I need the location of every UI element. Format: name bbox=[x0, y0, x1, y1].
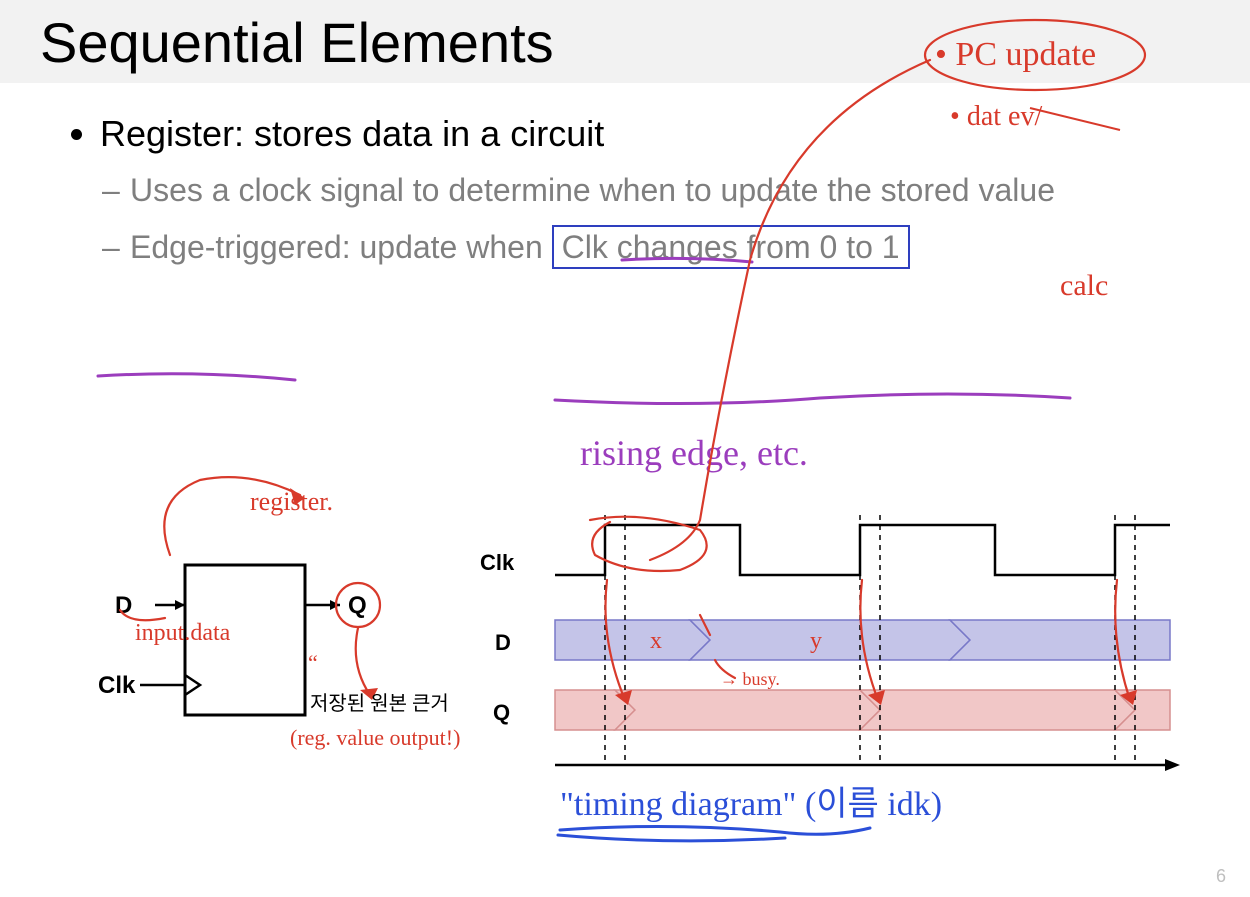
anno-calc: calc bbox=[1060, 269, 1108, 302]
anno-input-data: input.data bbox=[135, 620, 231, 646]
anno-reg-out: (reg. value output!) bbox=[290, 725, 460, 750]
svg-text:• PC update: • PC update bbox=[935, 36, 1096, 73]
anno-register: register. bbox=[250, 487, 333, 516]
anno-korean: 저장된 원본 큰거 bbox=[310, 692, 449, 715]
anno-busy: → busy. bbox=[720, 669, 780, 689]
anno-pc-update: PC update bbox=[955, 36, 1096, 73]
annotation-layer: rising edge, etc. • PC update • dat ev/ … bbox=[0, 0, 1250, 897]
anno-timing-diagram: "timing diagram" (이름 idk) bbox=[560, 786, 942, 823]
anno-rising-edge: rising edge, etc. bbox=[580, 433, 808, 473]
anno-x: x bbox=[650, 628, 662, 654]
svg-text:“: “ bbox=[308, 650, 318, 675]
svg-text:• dat ev/: • dat ev/ bbox=[950, 101, 1042, 132]
page-number: 6 bbox=[1216, 866, 1226, 887]
anno-dat: dat ev/ bbox=[967, 101, 1043, 132]
slide: Sequential Elements Register: stores dat… bbox=[0, 0, 1250, 897]
anno-y: y bbox=[810, 628, 822, 654]
